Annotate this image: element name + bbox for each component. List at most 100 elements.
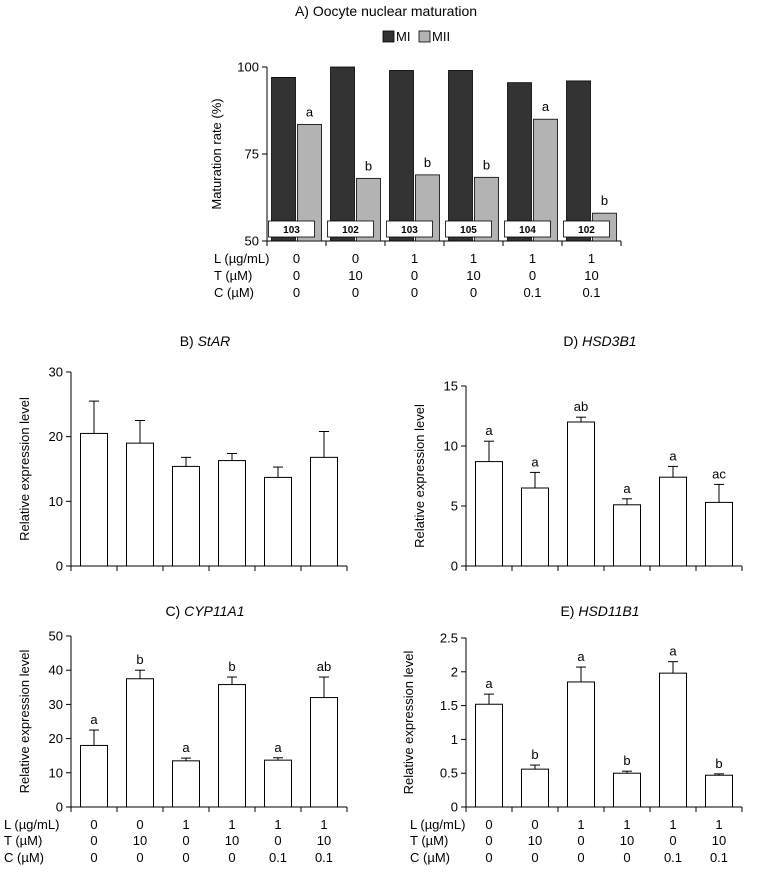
panel-a-bar-mi: [271, 77, 296, 242]
panel-b: 0 10 20 30 Relative expression level B) StAR: [17, 333, 348, 574]
panel-e-bar: [567, 681, 595, 808]
panel-b-bar: [218, 460, 246, 567]
panel-a-n-label: 102: [342, 225, 359, 236]
panel-c-condition-value: 0: [90, 817, 97, 832]
panel-b-title-gene: StAR: [198, 333, 231, 349]
panel-e-significance-letter: a: [485, 676, 493, 691]
panel-a-n-box: [445, 220, 492, 238]
panel-d-y-tick-label: 0: [451, 559, 458, 574]
panel-b-title: B) StAR: [180, 333, 231, 349]
panel-c-condition-value: 0: [182, 850, 189, 865]
panel-b-y-tick-label: 0: [56, 559, 63, 574]
panel-a-significance-letter: a: [306, 104, 314, 119]
panel-d-y-tick-label: 10: [444, 439, 458, 454]
panel-a-significance-letter: b: [424, 155, 431, 170]
panel-a-condition-value: 0: [411, 268, 418, 283]
panel-c-significance-letter: ab: [317, 659, 331, 674]
panel-a-y-tick-label: 100: [237, 60, 259, 75]
panel-e-y-axis-label: Relative expression level: [401, 650, 416, 794]
legend-mi-swatch: [382, 30, 395, 43]
panel-e-condition-value: 0: [669, 833, 676, 848]
panel-e-bar: [659, 672, 687, 808]
panel-c-condition-value: 0: [182, 833, 189, 848]
panel-c-bar: [126, 678, 154, 808]
panel-e-condition-value: 0: [531, 817, 538, 832]
panel-e-title: E) HSD11B1: [560, 603, 639, 619]
panel-e-y-tick-label: 0: [451, 800, 458, 815]
panel-d-bar: [613, 504, 641, 567]
panel-e-condition-label: C (µM): [410, 850, 450, 865]
panel-c-condition-value: 0: [90, 833, 97, 848]
panel-a-bar-mi: [389, 70, 414, 242]
panel-a-n-box: [504, 220, 551, 238]
panel-d: 0 5 10 15 Relative expression level D) HSD3B1…: [412, 333, 743, 574]
panel-e-bar: [475, 703, 503, 808]
panel-e-y-tick-label: 2: [451, 664, 458, 679]
panel-c-condition-value: 0.1: [315, 850, 333, 865]
panel-d-y-axis-label: Relative expression level: [412, 404, 427, 548]
panel-a-condition-value: 10: [348, 268, 362, 283]
panel-c-y-tick-label: 50: [49, 629, 63, 644]
panel-a-condition-value: 0: [411, 285, 418, 300]
panel-e-condition-value: 0: [623, 850, 630, 865]
panel-c-significance-letter: b: [136, 652, 143, 667]
panel-b-bar: [310, 456, 338, 567]
panel-a-condition-value: 0: [293, 251, 300, 266]
panel-c-condition-value: 0: [274, 833, 281, 848]
panel-c-condition-value: 0: [136, 850, 143, 865]
panel-c-y-tick-label: 0: [56, 800, 63, 815]
panel-c-condition-value: 1: [182, 817, 189, 832]
panel-e-y-tick-label: 0.5: [440, 766, 458, 781]
panel-e: 0 0.5 1 1.5 2 2.5 Relative expression level E) …: [401, 603, 743, 865]
panel-a-significance-letter: b: [365, 158, 372, 173]
panel-a-condition-value: 0: [352, 251, 359, 266]
panel-a-condition-label: L (µg/mL): [214, 251, 269, 266]
panel-e-bar: [705, 774, 733, 808]
panel-b-y-tick-label: 10: [49, 494, 63, 509]
panel-c-significance-letter: a: [274, 740, 282, 755]
panel-e-y-tick-label: 2.5: [440, 631, 458, 646]
panel-a-condition-value: 1: [588, 251, 595, 266]
panel-e-condition-value: 1: [577, 817, 584, 832]
panel-a-n-label: 104: [519, 225, 536, 236]
panel-e-condition-value: 10: [620, 833, 634, 848]
panel-e-significance-letter: a: [669, 644, 677, 659]
panel-d-significance-letter: a: [623, 481, 631, 496]
panel-e-title-gene: HSD11B1: [578, 603, 639, 619]
panel-d-y-tick-label: 5: [451, 499, 458, 514]
panel-c-title-prefix: C): [165, 603, 184, 619]
panel-e-significance-letter: b: [531, 747, 538, 762]
panel-b-y-tick-label: 20: [49, 429, 63, 444]
panel-d-bar: [705, 501, 733, 567]
legend-mii-label: MII: [432, 29, 450, 44]
panel-a-condition-value: 10: [584, 268, 598, 283]
panel-a-n-label: 103: [283, 225, 300, 236]
panel-d-title-prefix: D): [563, 333, 582, 349]
panel-a-condition-value: 0: [293, 285, 300, 300]
panel-e-bar: [613, 772, 641, 808]
panel-b-bar: [80, 432, 108, 567]
panel-a-n-label: 102: [578, 225, 595, 236]
panel-e-bar: [521, 768, 549, 808]
panel-e-title-prefix: E): [560, 603, 578, 619]
panel-a-condition-value: 0.1: [523, 285, 541, 300]
panel-e-condition-value: 0: [485, 833, 492, 848]
panel-c-condition-value: 0: [136, 817, 143, 832]
panel-c-condition-value: 1: [320, 817, 327, 832]
panel-e-significance-letter: b: [623, 753, 630, 768]
panel-a-n-label: 103: [401, 225, 418, 236]
panel-e-condition-value: 1: [715, 817, 722, 832]
panel-c-condition-value: 1: [228, 817, 235, 832]
panel-c-bar: [310, 697, 338, 808]
panel-b-y-axis-label: Relative expression level: [17, 397, 32, 541]
panel-d-y-tick-label: 15: [444, 379, 458, 394]
panel-c-y-tick-label: 20: [49, 731, 63, 746]
panel-d-bar: [521, 487, 549, 567]
panel-e-condition-value: 0.1: [664, 850, 682, 865]
panel-d-title: D) HSD3B1: [563, 333, 636, 349]
panel-e-condition-value: 0.1: [710, 850, 728, 865]
panel-c-condition-value: 10: [225, 833, 239, 848]
panel-e-condition-value: 0: [531, 850, 538, 865]
